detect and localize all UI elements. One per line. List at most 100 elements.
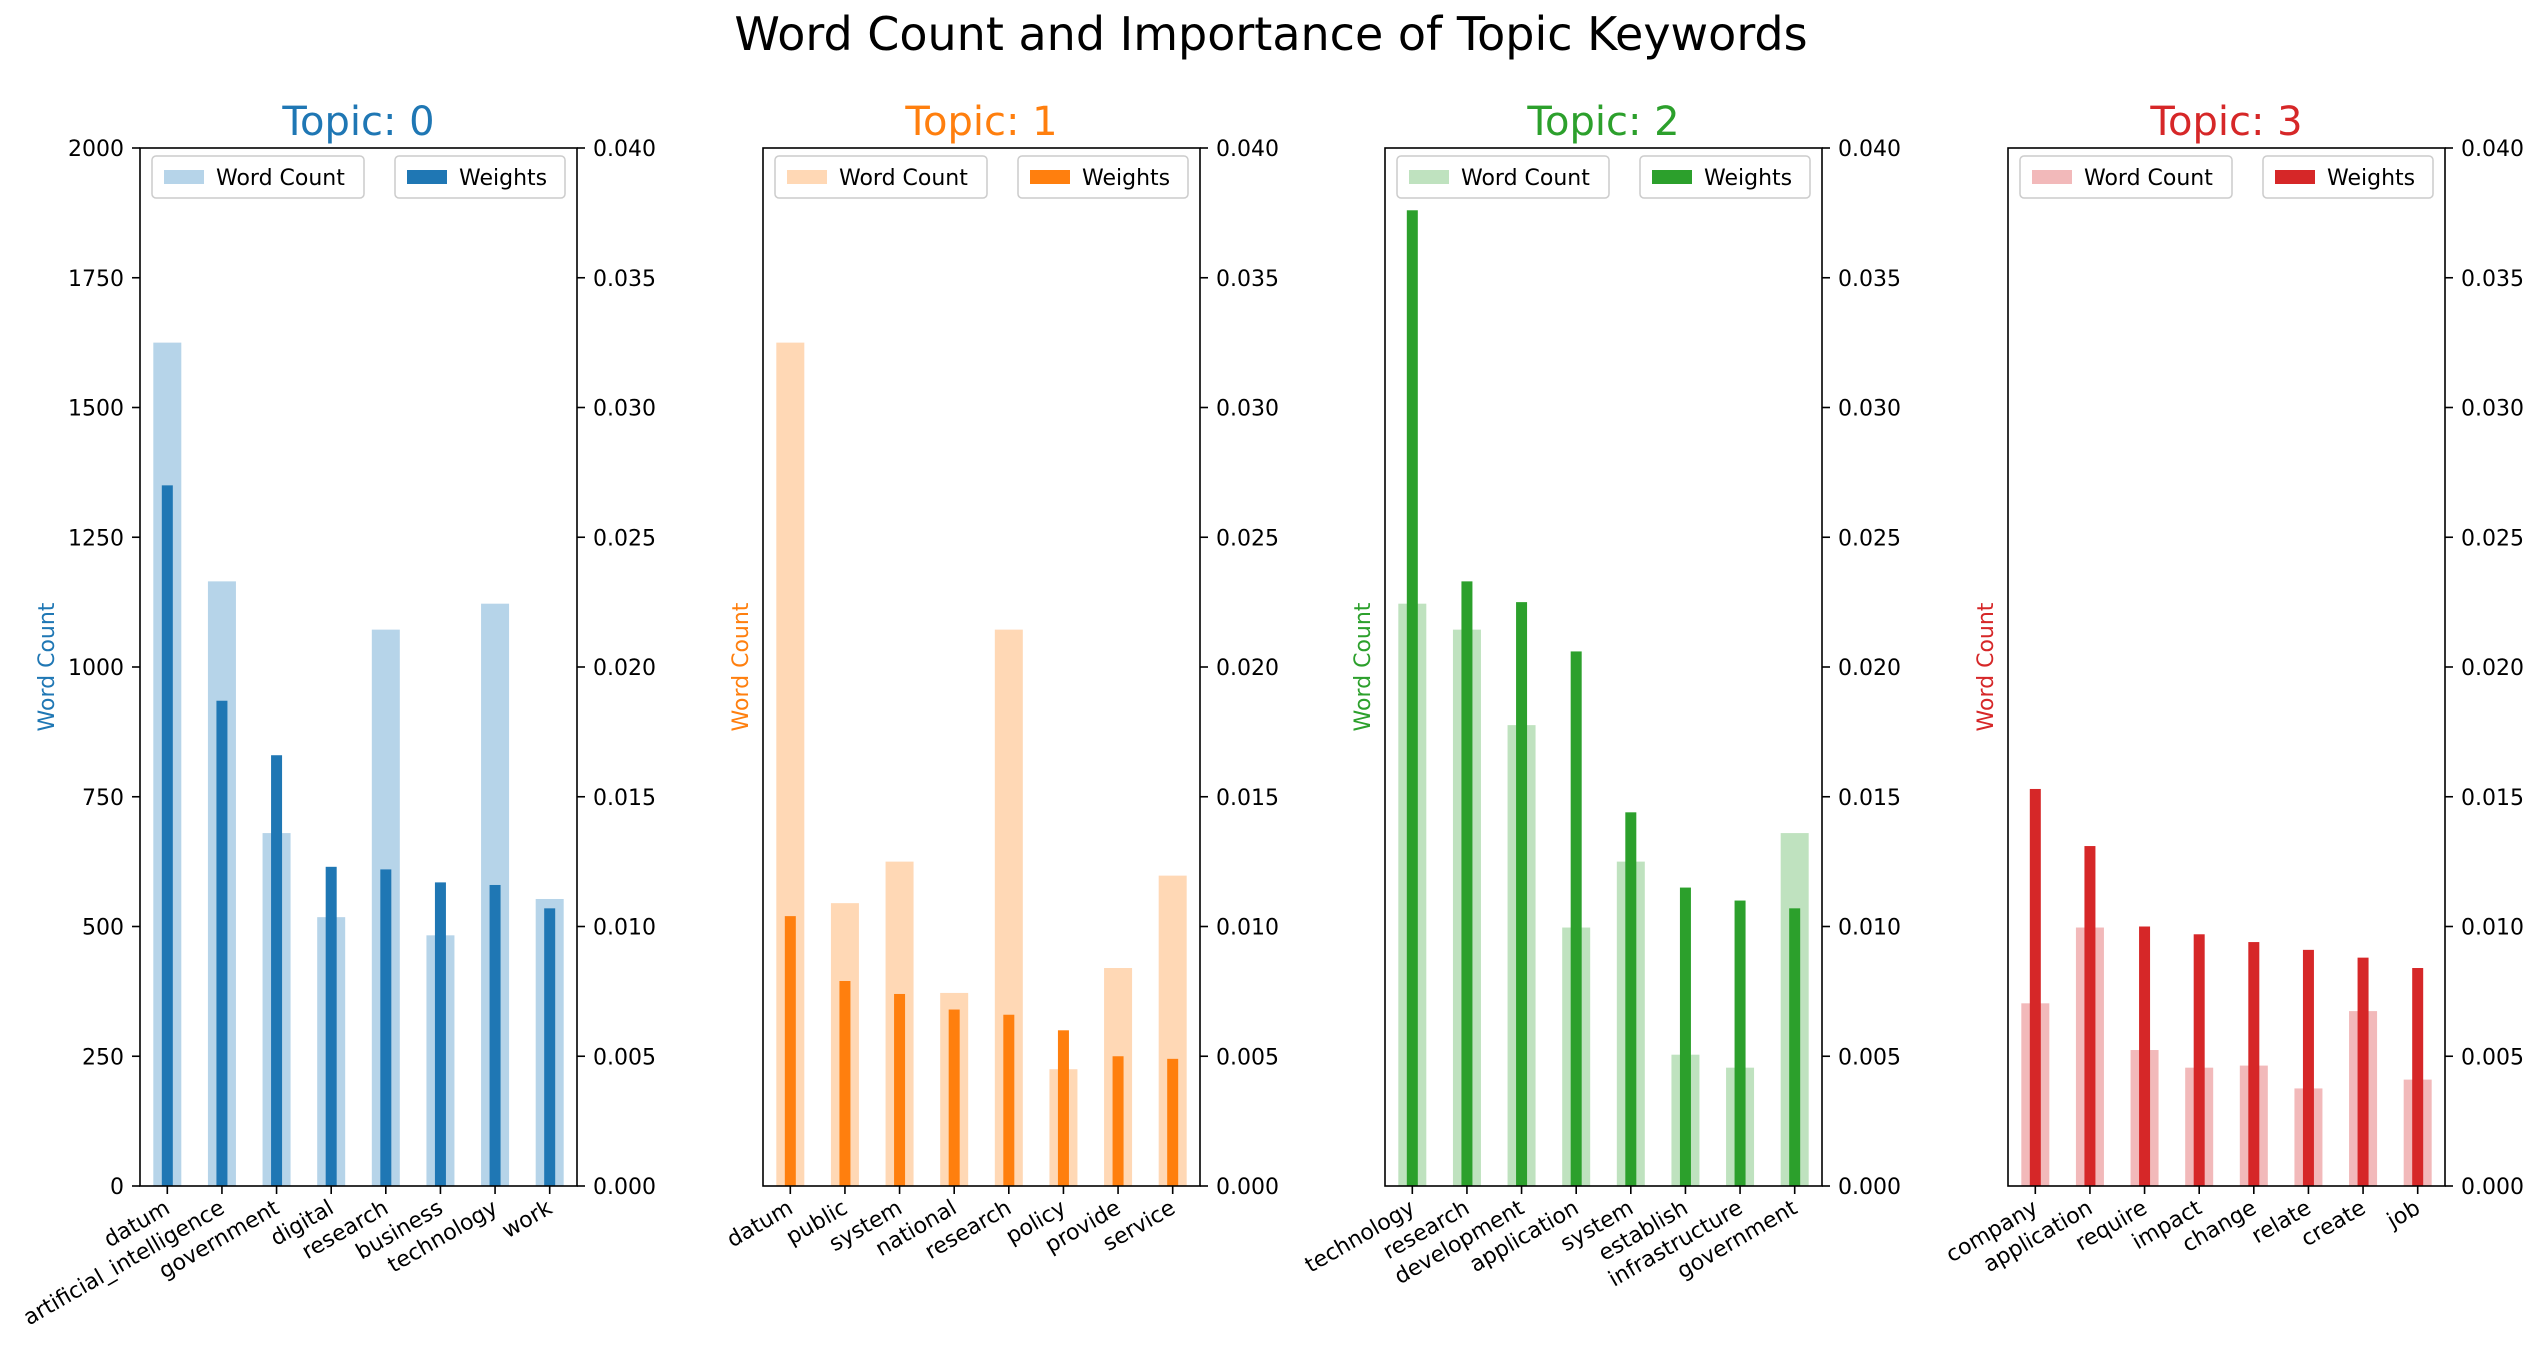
y2-tick-label: 0.025 <box>2461 526 2524 551</box>
legend-weights-box <box>394 155 566 199</box>
y2-tick-label: 0.025 <box>593 526 656 551</box>
y-tick-label: 1000 <box>68 656 124 681</box>
weight-bar <box>489 884 501 1186</box>
y-axis-label: Word Count <box>35 602 60 731</box>
legend-word-count-swatch <box>1409 170 1449 184</box>
weight-bar <box>1167 1058 1179 1186</box>
y2-tick-label: 0.040 <box>1838 137 1901 162</box>
weight-bar <box>2193 934 2205 1186</box>
legend-word-count-swatch <box>787 170 827 184</box>
y2-tick-label: 0.035 <box>1838 267 1901 292</box>
legend-weights-box <box>2262 155 2434 199</box>
y2-tick-label: 0.010 <box>2461 916 2524 941</box>
weight-bar <box>2248 942 2260 1186</box>
y2-tick-label: 0.020 <box>2461 656 2524 681</box>
weight-bar <box>1003 1014 1015 1186</box>
category-label: work <box>498 1195 557 1243</box>
legend-word-count-swatch <box>2032 170 2072 184</box>
y2-tick-label: 0.030 <box>593 397 656 422</box>
weight-bar <box>948 1009 960 1186</box>
y2-tick-label: 0.020 <box>1838 656 1901 681</box>
weight-bar <box>161 485 173 1187</box>
category-label: create <box>2297 1196 2370 1253</box>
y-tick-label: 0 <box>110 1175 124 1200</box>
y2-tick-label: 0.005 <box>2461 1045 2524 1070</box>
legend-word-count-box <box>1396 155 1610 199</box>
y2-tick-label: 0.040 <box>593 137 656 162</box>
weight-bar <box>325 866 337 1186</box>
weight-bar <box>1570 651 1582 1186</box>
y-axis-label: Word Count <box>1351 602 1376 731</box>
y-tick-label: 2000 <box>68 137 124 162</box>
weight-bar <box>2084 846 2096 1186</box>
y-axis-label: Word Count <box>1974 602 1999 731</box>
weight-bar <box>2139 926 2151 1186</box>
y2-tick-label: 0.015 <box>1838 786 1901 811</box>
weight-bar <box>2412 968 2424 1186</box>
panel-topic-2: 0.000 0.005 0.010 0.015 0.020 0.025 0.030 0.035… <box>1301 99 1901 1292</box>
category-label: datum <box>723 1196 797 1253</box>
legend-word-count-box <box>2019 155 2233 199</box>
weight-bar <box>839 980 851 1186</box>
y2-tick-label: 0.020 <box>1216 656 1279 681</box>
legend-weights-label: Weights <box>1704 166 1792 191</box>
y2-tick-label: 0.040 <box>1216 137 1279 162</box>
legend-weights-swatch <box>1030 170 1070 184</box>
legend-word-count-swatch <box>164 170 204 184</box>
panel-topic-3: 0.000 0.005 0.010 0.015 0.020 0.025 0.030 0.035… <box>1942 99 2524 1278</box>
weight-bar <box>216 700 228 1186</box>
panel-title: Topic: 0 <box>281 99 434 145</box>
panels: 0 250 500 750 1000 1250 1500 1750 2000 0.000 0.005… <box>19 99 2524 1331</box>
y2-tick-label: 0.030 <box>1838 397 1901 422</box>
weight-bar <box>1057 1030 1069 1186</box>
weight-bar <box>1679 887 1691 1186</box>
weight-bar <box>2029 788 2041 1186</box>
weight-bar <box>784 916 796 1186</box>
weight-bar <box>2302 949 2314 1186</box>
weight-bar <box>271 755 283 1186</box>
y2-tick-label: 0.000 <box>1838 1175 1901 1200</box>
panel-title: Topic: 1 <box>904 99 1057 145</box>
y2-tick-label: 0.000 <box>593 1175 656 1200</box>
y2-tick-label: 0.015 <box>593 786 656 811</box>
weight-bar <box>1625 812 1637 1186</box>
legend-weights-swatch <box>2275 170 2315 184</box>
weight-bar <box>2357 957 2369 1186</box>
legend-word-count-label: Word Count <box>2084 166 2213 191</box>
y2-tick-label: 0.005 <box>1838 1045 1901 1070</box>
legend-weights-box <box>1639 155 1811 199</box>
y2-tick-label: 0.025 <box>1838 526 1901 551</box>
y2-tick-label: 0.020 <box>593 656 656 681</box>
weight-bar <box>544 908 556 1186</box>
y-tick-label: 750 <box>82 786 124 811</box>
y-tick-label: 1750 <box>68 267 124 292</box>
y2-tick-label: 0.030 <box>1216 397 1279 422</box>
y2-tick-label: 0.010 <box>1216 916 1279 941</box>
legend-weights-box <box>1017 155 1189 199</box>
weight-bar <box>434 882 446 1186</box>
weight-bar <box>1112 1056 1124 1186</box>
y2-tick-label: 0.000 <box>2461 1175 2524 1200</box>
y2-tick-label: 0.040 <box>2461 137 2524 162</box>
y2-tick-label: 0.010 <box>593 916 656 941</box>
legend-word-count-label: Word Count <box>216 166 345 191</box>
legend-weights-label: Weights <box>459 166 547 191</box>
figure-title: Word Count and Importance of Topic Keywo… <box>734 7 1807 61</box>
weight-bar <box>380 869 392 1186</box>
panel-topic-1: 0.000 0.005 0.010 0.015 0.020 0.025 0.030 0.035… <box>723 99 1279 1265</box>
plot-frame <box>762 147 1201 1187</box>
weight-bar <box>1789 908 1801 1186</box>
panel-title: Topic: 3 <box>2149 99 2302 145</box>
legend-word-count-box <box>774 155 988 199</box>
y-tick-label: 500 <box>82 916 124 941</box>
panel-topic-0: 0 250 500 750 1000 1250 1500 1750 2000 0.000 0.005… <box>19 99 656 1331</box>
legend-weights-swatch <box>1652 170 1692 184</box>
y-axis-label: Word Count <box>729 602 754 731</box>
y-tick-label: 1250 <box>68 526 124 551</box>
y2-tick-label: 0.015 <box>1216 786 1279 811</box>
weight-bar <box>1461 581 1473 1186</box>
weight-bar <box>894 993 906 1186</box>
panel-title: Topic: 2 <box>1526 99 1679 145</box>
y-tick-label: 250 <box>82 1045 124 1070</box>
